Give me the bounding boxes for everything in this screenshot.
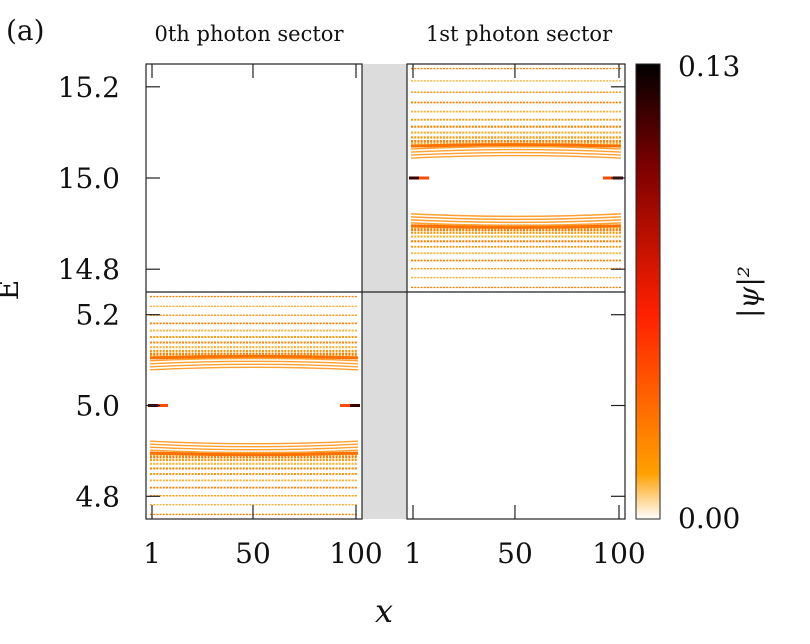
band-edge-inner — [149, 357, 359, 362]
colorbar-label: |ψ|² — [732, 266, 765, 318]
band-edge-inner — [149, 446, 359, 451]
colorbar-min-label: 0.00 — [678, 502, 740, 535]
band-1-0-0 — [410, 213, 622, 289]
x-tick-label-1-1: 50 — [497, 537, 533, 570]
band-0-1-1 — [149, 295, 359, 371]
band-edge-inner — [410, 222, 622, 227]
y-axis-label: E — [0, 280, 25, 300]
band-edge-inner — [410, 148, 622, 153]
y-tick-label-0-1: 15.0 — [58, 162, 120, 195]
x-tick-label-1-0: 1 — [404, 537, 422, 570]
y-tick-label-0-2: 15.2 — [58, 71, 120, 104]
y-tick-label-1-2: 5.2 — [75, 299, 120, 332]
band-edge — [149, 451, 359, 457]
x-tick-label-0-1: 50 — [235, 537, 271, 570]
plot-area — [148, 67, 623, 516]
band-edge-inner — [149, 366, 359, 371]
band-edge-inner — [149, 440, 359, 445]
band-edge-inner — [410, 151, 622, 156]
sector-title-1: 1st photon sector — [426, 22, 613, 46]
y-tick-label-0-0: 14.8 — [58, 253, 120, 286]
x-tick-label-0-2: 100 — [329, 537, 382, 570]
y-tick-label-1-0: 4.8 — [75, 480, 120, 513]
y-tick-label-1-1: 5.0 — [75, 390, 120, 423]
band-edge-inner — [410, 145, 622, 150]
x-tick-label-0-0: 1 — [143, 537, 161, 570]
band-edge-inner — [149, 363, 359, 368]
panel-label: (a) — [6, 14, 45, 47]
band-edge-inner — [410, 216, 622, 221]
band-edge-inner — [410, 154, 622, 159]
band-edge-inner — [149, 360, 359, 365]
band-edge-inner — [410, 219, 622, 224]
band-edge-inner — [410, 213, 622, 218]
x-tick-label-1-2: 100 — [592, 537, 645, 570]
band-0-1-0 — [149, 440, 359, 516]
sector-title-0: 0th photon sector — [155, 22, 345, 46]
ticks: 1 50 100 14.8 15.0 15.2 4.8 5.0 5.2 1 50 100 — [58, 64, 646, 570]
colorbar — [635, 63, 661, 520]
band-edge — [149, 354, 359, 360]
band-1-0-1 — [410, 67, 622, 159]
colorbar-max-label: 0.13 — [678, 50, 740, 83]
band-edge-inner — [149, 449, 359, 454]
band-edge — [410, 143, 622, 148]
band-edge — [410, 224, 622, 229]
x-axis-label: x — [375, 592, 393, 630]
band-edge-inner — [149, 443, 359, 448]
